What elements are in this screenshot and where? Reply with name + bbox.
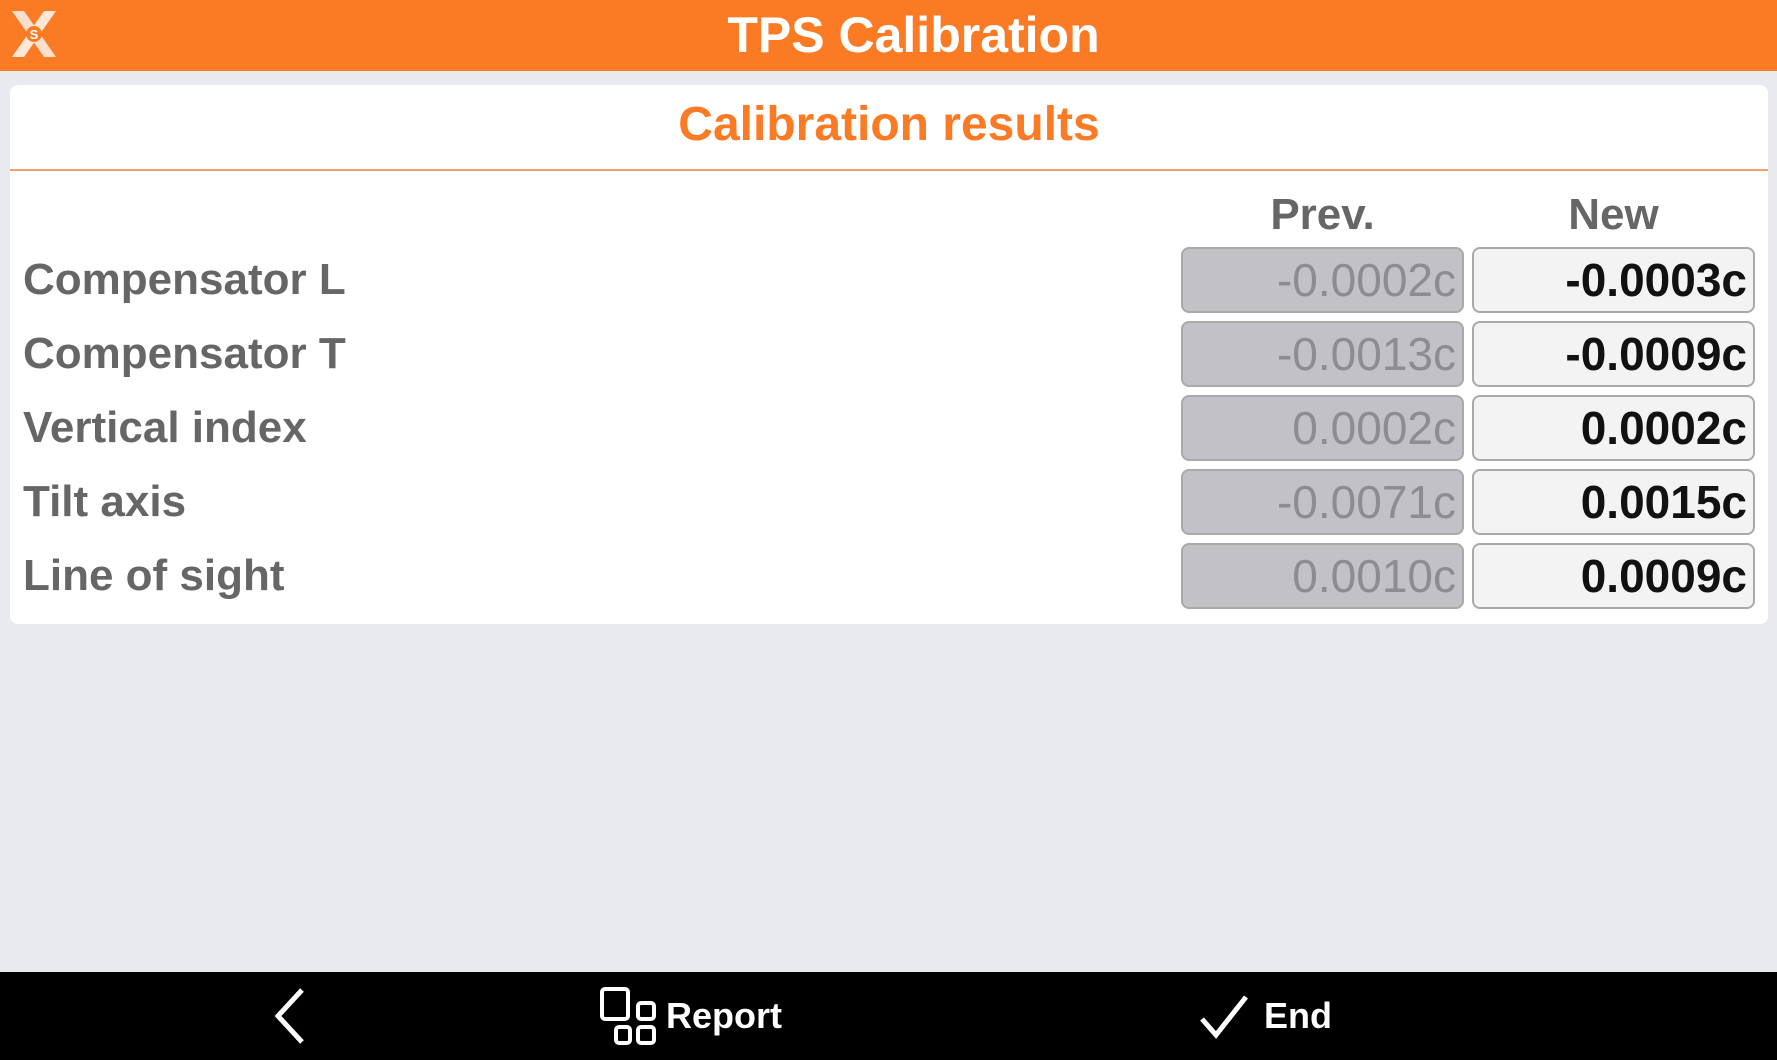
chevron-left-icon	[274, 988, 304, 1044]
prev-value-field: -0.0071c	[1181, 469, 1464, 535]
app-logo-icon[interactable]: S	[8, 7, 60, 61]
title-divider	[10, 169, 1768, 171]
calibration-row: Tilt axis -0.0071c 0.0015c	[10, 469, 1768, 535]
calibration-row: Compensator L -0.0002c -0.0003c	[10, 247, 1768, 313]
section-title: Calibration results	[678, 98, 1100, 151]
check-icon	[1200, 995, 1248, 1039]
column-header-new: New	[1568, 190, 1659, 239]
new-value-field: 0.0009c	[1472, 543, 1755, 609]
prev-value-field: 0.0010c	[1181, 543, 1464, 609]
end-button[interactable]: End	[1198, 972, 1332, 1060]
new-value-field: 0.0002c	[1472, 395, 1755, 461]
bottom-bar: Report End	[0, 972, 1777, 1060]
back-button[interactable]	[270, 972, 320, 1060]
app-header: S TPS Calibration	[0, 0, 1777, 71]
calibration-row: Line of sight 0.0010c 0.0009c	[10, 543, 1768, 609]
calibration-row: Vertical index 0.0002c 0.0002c	[10, 395, 1768, 461]
prev-value-field: 0.0002c	[1181, 395, 1464, 461]
report-button[interactable]: Report	[598, 972, 782, 1060]
row-label: Line of sight	[23, 551, 285, 600]
new-value-field: -0.0003c	[1472, 247, 1755, 313]
window-title: TPS Calibration	[727, 7, 1100, 63]
results-card: Calibration results Prev. New Compensato…	[10, 85, 1768, 624]
calibration-row: Compensator T -0.0013c -0.0009c	[10, 321, 1768, 387]
row-label: Compensator T	[23, 329, 346, 378]
end-label: End	[1264, 995, 1332, 1036]
row-label: Vertical index	[23, 403, 307, 452]
column-header-prev: Prev.	[1270, 190, 1375, 239]
new-value-field: -0.0009c	[1472, 321, 1755, 387]
prev-value-field: -0.0002c	[1181, 247, 1464, 313]
prev-value-field: -0.0013c	[1181, 321, 1464, 387]
row-label: Compensator L	[23, 255, 346, 304]
new-value-field: 0.0015c	[1472, 469, 1755, 535]
report-label: Report	[666, 995, 782, 1036]
report-icon	[600, 987, 656, 1045]
row-label: Tilt axis	[23, 477, 187, 526]
svg-text:S: S	[30, 27, 39, 42]
